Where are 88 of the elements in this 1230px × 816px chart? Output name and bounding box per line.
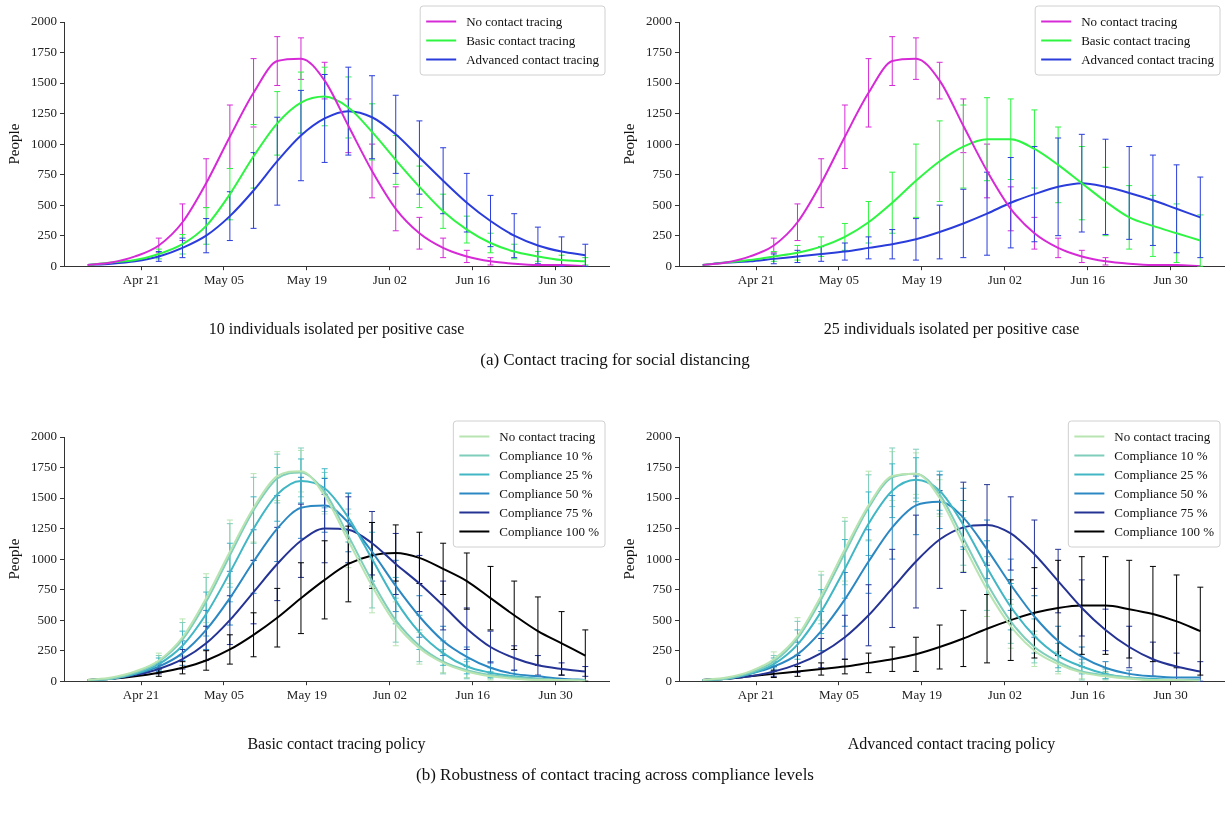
legend-label: Compliance 25 % [499, 466, 593, 482]
x-tick-label: May 05 [203, 687, 244, 703]
y-tick-label: 2000 [31, 428, 57, 444]
y-tick-label: 750 [652, 581, 672, 597]
y-tick-label: 0 [665, 672, 672, 688]
legend-label: Compliance 75 % [1114, 504, 1208, 520]
legend-label: Compliance 75 % [499, 504, 593, 520]
y-tick-label: 250 [652, 642, 672, 658]
x-tick-label: Jun 16 [455, 272, 491, 288]
y-tick-label: 750 [37, 166, 57, 182]
y-axis-title: People [5, 123, 22, 165]
y-tick-label: 0 [50, 257, 57, 273]
x-tick-label: Apr 21 [122, 687, 160, 703]
legend-label: Basic contact tracing [1081, 32, 1191, 48]
y-tick-label: 1250 [646, 105, 672, 120]
y-tick-label: 1750 [646, 458, 672, 474]
x-tick-label: Jun 02 [987, 687, 1022, 703]
legend-label: No contact tracing [1114, 428, 1211, 444]
text: (a) Contact tracing for social distancing [480, 350, 750, 369]
x-axis-title: 10 individuals isolated per positive case [208, 319, 465, 338]
x-tick-label: Jun 30 [1153, 687, 1188, 703]
legend-label: Advanced contact tracing [1081, 51, 1215, 67]
legend-label: Compliance 50 % [499, 485, 593, 501]
y-tick-label: 250 [37, 642, 57, 658]
legend-label: Compliance 50 % [1114, 485, 1208, 501]
x-tick-label: Jun 02 [372, 687, 407, 703]
x-tick-label: May 05 [818, 272, 859, 288]
y-tick-label: 750 [652, 166, 672, 182]
x-tick-label: Jun 16 [1070, 272, 1106, 288]
y-tick-label: 500 [37, 196, 57, 212]
legend-label: No contact tracing [1081, 13, 1178, 29]
legend-label: Compliance 25 % [1114, 466, 1208, 482]
x-axis-title: 25 individuals isolated per positive case [823, 319, 1080, 338]
text: (b) Robustness of contact tracing across compliance levels [416, 765, 814, 784]
y-tick-label: 1000 [646, 135, 672, 151]
x-axis-title: Basic contact tracing policy [247, 734, 426, 753]
y-tick-label: 1500 [31, 489, 57, 505]
x-tick-label: May 19 [901, 687, 942, 703]
x-tick-label: Apr 21 [737, 687, 775, 703]
x-tick-label: May 05 [203, 272, 244, 288]
y-tick-label: 0 [50, 672, 57, 688]
y-tick-label: 1250 [31, 105, 57, 120]
y-tick-label: 1000 [31, 135, 57, 151]
legend-label: Basic contact tracing [466, 32, 576, 48]
y-tick-label: 1500 [646, 489, 672, 505]
y-tick-label: 1250 [646, 520, 672, 535]
y-tick-label: 500 [652, 611, 672, 627]
y-tick-label: 2000 [646, 428, 672, 444]
y-tick-label: 1500 [31, 74, 57, 90]
y-tick-label: 2000 [31, 13, 57, 29]
x-tick-label: Jun 30 [538, 272, 573, 288]
y-tick-label: 1750 [646, 43, 672, 59]
legend-label: No contact tracing [499, 428, 596, 444]
y-axis-title: People [5, 538, 22, 580]
y-axis-title: People [620, 538, 637, 580]
x-tick-label: Apr 21 [122, 272, 160, 288]
x-tick-label: May 19 [286, 272, 327, 288]
legend-label: Compliance 10 % [1114, 447, 1208, 463]
legend-label: No contact tracing [466, 13, 563, 29]
y-tick-label: 500 [37, 611, 57, 627]
x-tick-label: Jun 16 [1070, 687, 1106, 703]
y-tick-label: 250 [652, 227, 672, 243]
x-tick-label: Jun 16 [455, 687, 491, 703]
legend-label: Advanced contact tracing [466, 51, 600, 67]
x-tick-label: Jun 02 [987, 272, 1022, 288]
y-tick-label: 500 [652, 196, 672, 212]
y-tick-label: 1000 [31, 550, 57, 566]
x-tick-label: Jun 30 [538, 687, 573, 703]
legend-label: Compliance 10 % [499, 447, 593, 463]
y-tick-label: 1750 [31, 458, 57, 474]
y-tick-label: 250 [37, 227, 57, 243]
y-tick-label: 2000 [646, 13, 672, 29]
x-tick-label: May 19 [286, 687, 327, 703]
y-tick-label: 1750 [31, 43, 57, 59]
x-tick-label: Jun 02 [372, 272, 407, 288]
y-axis-title: People [620, 123, 637, 165]
y-tick-label: 0 [665, 257, 672, 273]
x-axis-title: Advanced contact tracing policy [847, 734, 1056, 753]
y-tick-label: 750 [37, 581, 57, 597]
y-tick-label: 1250 [31, 520, 57, 535]
x-tick-label: Apr 21 [737, 272, 775, 288]
x-tick-label: May 19 [901, 272, 942, 288]
x-tick-label: Jun 30 [1153, 272, 1188, 288]
legend-label: Compliance 100 % [1114, 523, 1215, 539]
x-tick-label: May 05 [818, 687, 859, 703]
legend-label: Compliance 100 % [499, 523, 600, 539]
y-tick-label: 1000 [646, 550, 672, 566]
y-tick-label: 1500 [646, 74, 672, 90]
